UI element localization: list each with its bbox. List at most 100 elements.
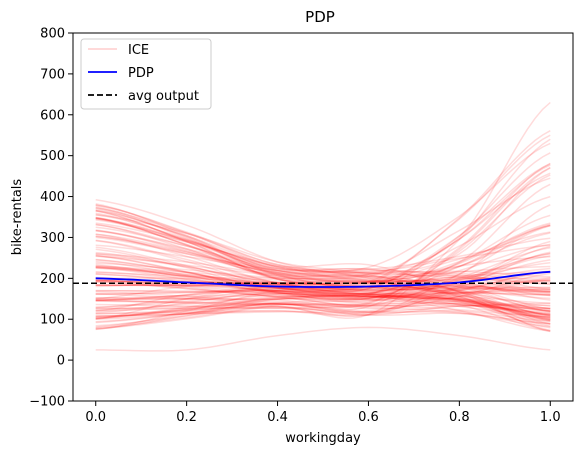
ice-curve — [95, 266, 551, 298]
ice-curve — [95, 209, 551, 293]
ice-curve — [95, 262, 551, 314]
ice-curve — [95, 262, 551, 327]
ice-curve — [95, 266, 551, 307]
y-tick-label: 400 — [40, 190, 65, 205]
ice-curve — [95, 303, 551, 323]
x-axis-ticks: 0.0 0.2 0.4 0.6 0.8 1.0 — [85, 401, 561, 425]
ice-curve — [95, 302, 551, 324]
ice-curve — [95, 152, 551, 300]
ice-curve — [95, 291, 551, 320]
ice-curve — [95, 217, 551, 297]
ice-curve — [95, 253, 551, 316]
ice-curve — [95, 164, 551, 292]
ice-curve — [95, 203, 551, 332]
ice-curve — [95, 295, 551, 330]
ice-curve — [95, 280, 551, 309]
ice-curve — [95, 217, 551, 278]
ice-curve — [95, 251, 551, 321]
ice-curve — [95, 216, 551, 295]
ice-curves — [95, 101, 551, 352]
ice-curve — [95, 284, 551, 319]
x-axis-label: workingday — [285, 431, 361, 446]
x-tick-label: 0.6 — [358, 410, 379, 425]
x-tick-label: 0.2 — [176, 410, 197, 425]
ice-curve — [95, 271, 551, 327]
ice-curve — [95, 246, 551, 328]
ice-curve — [95, 199, 551, 320]
ice-curve — [95, 208, 551, 313]
ice-curve — [95, 138, 551, 319]
ice-curve — [95, 244, 551, 325]
ice-curve — [95, 224, 551, 291]
x-tick-label: 0.0 — [85, 410, 106, 425]
pdp-line-group — [95, 270, 551, 288]
ice-curve — [95, 283, 551, 325]
ice-curve — [95, 134, 551, 287]
ice-curve — [95, 142, 551, 273]
x-tick-label: 0.8 — [449, 410, 470, 425]
ice-curve — [95, 289, 551, 312]
ice-curve — [95, 294, 551, 332]
ice-curve — [95, 224, 551, 280]
y-axis-ticks: −100 0 100 200 300 400 500 600 700 800 — [29, 27, 73, 410]
ice-curve — [95, 214, 551, 301]
ice-curve — [95, 267, 551, 300]
ice-curve — [95, 304, 551, 330]
ice-curve — [95, 217, 551, 286]
ice-curve — [95, 278, 551, 309]
ice-curve — [95, 259, 551, 301]
ice-curve — [95, 167, 551, 278]
ice-curve — [95, 271, 551, 283]
ice-curve — [95, 272, 551, 317]
ice-curve — [95, 223, 551, 301]
legend-ice-label: ICE — [128, 43, 149, 58]
legend-box — [80, 38, 212, 110]
ice-curve — [95, 280, 551, 309]
ice-curve — [95, 174, 551, 308]
ice-curve — [95, 245, 551, 315]
ice-curve — [95, 273, 551, 291]
ice-curve — [95, 183, 551, 285]
ice-curve — [95, 266, 551, 320]
ice-curve — [95, 265, 551, 293]
ice-curve — [95, 223, 551, 288]
ice-curve — [95, 255, 551, 311]
ice-curve — [95, 270, 551, 323]
ice-curve — [95, 177, 551, 279]
ice-curve — [95, 130, 551, 288]
ice-curve — [95, 254, 551, 305]
ice-curve — [95, 230, 551, 301]
ice-curve — [95, 303, 551, 329]
ice-curve — [95, 289, 551, 309]
ice-curve — [95, 210, 551, 317]
ice-curve — [95, 217, 551, 310]
legend-avg-label: avg output — [128, 89, 199, 104]
ice-curve — [95, 232, 551, 295]
ice-curve — [95, 289, 551, 298]
y-tick-label: 700 — [40, 67, 65, 82]
ice-curve — [95, 172, 551, 293]
ice-curve — [95, 295, 551, 320]
x-tick-label: 1.0 — [540, 410, 561, 425]
ice-curve — [95, 297, 551, 310]
ice-curve — [95, 253, 551, 288]
y-tick-label: 200 — [40, 272, 65, 287]
ice-curve — [95, 166, 551, 311]
ice-curve — [95, 224, 551, 317]
y-tick-label: 0 — [57, 354, 65, 369]
ice-curve — [95, 289, 551, 323]
ice-curve — [95, 326, 551, 352]
ice-curve — [95, 239, 551, 322]
ice-curve — [95, 229, 551, 284]
ice-curve — [95, 279, 551, 302]
ice-curve — [95, 162, 551, 309]
ice-curve — [95, 235, 551, 283]
ice-curve — [95, 302, 551, 313]
ice-curve — [95, 248, 551, 316]
ice-curve — [95, 281, 551, 316]
y-axis-label: bike-rentals — [10, 179, 25, 256]
ice-curve — [95, 233, 551, 317]
y-tick-label: 600 — [40, 108, 65, 123]
ice-curve — [95, 297, 551, 319]
